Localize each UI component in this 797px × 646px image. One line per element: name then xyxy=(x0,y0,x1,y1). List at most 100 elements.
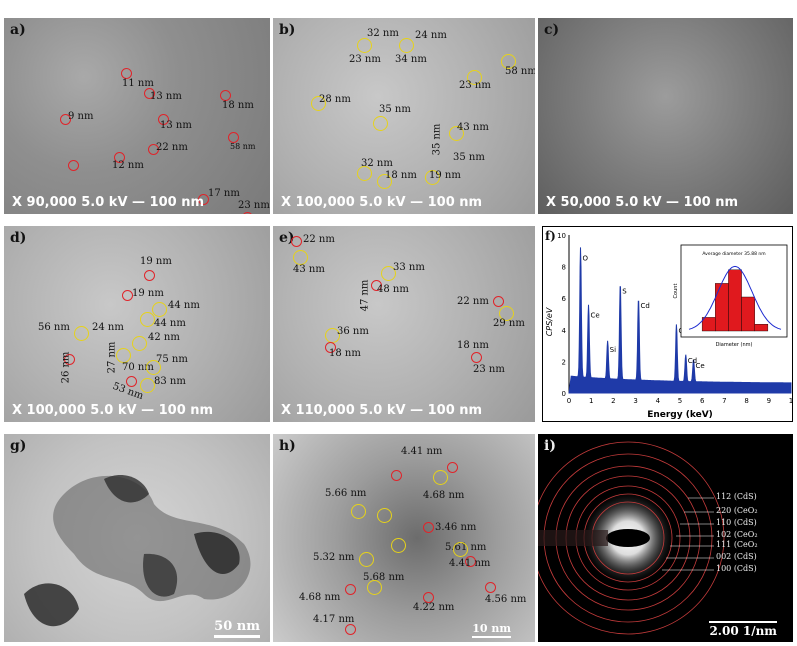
marker xyxy=(423,592,434,603)
panel-label-h: h) xyxy=(279,438,296,454)
panel-a: a) 11 nm 13 nm 18 nm 9 nm 13 nm 22 nm 12… xyxy=(4,18,270,214)
x-tick-label: 8 xyxy=(744,397,748,405)
scale-bar: 2.00 1/nm xyxy=(709,621,777,638)
x-tick-label: 3 xyxy=(633,397,637,405)
diffraction-rings xyxy=(538,441,725,635)
marker xyxy=(399,38,414,53)
panel-b: b) 32 nm 24 nm 23 nm 34 nm 58 nm 28 nm 2… xyxy=(273,18,535,214)
marker xyxy=(148,144,159,155)
size-annotation: 4.22 nm xyxy=(413,602,455,613)
panel-label-f: f) xyxy=(545,229,556,243)
size-annotation: 13 nm xyxy=(160,120,192,131)
size-annotation: 11 nm xyxy=(122,78,154,89)
peak-label: Cd xyxy=(640,302,649,310)
x-tick-label: 2 xyxy=(611,397,615,405)
peak-label: Cd xyxy=(688,357,697,365)
marker xyxy=(132,336,147,351)
marker xyxy=(345,584,356,595)
size-annotation: 19 nm xyxy=(429,170,461,181)
marker xyxy=(158,114,169,125)
marker xyxy=(377,174,392,189)
marker xyxy=(64,354,75,365)
marker xyxy=(311,96,326,111)
marker xyxy=(453,542,468,557)
size-annotation: 58 nm xyxy=(230,142,256,151)
size-annotation: 4.17 nm xyxy=(313,614,355,625)
marker xyxy=(371,280,382,291)
peak-label: Si xyxy=(610,346,616,354)
marker xyxy=(465,556,476,567)
x-tick-label: 7 xyxy=(722,397,726,405)
size-annotation: 19 nm xyxy=(140,256,172,267)
size-annotation: 5.32 nm xyxy=(313,552,355,563)
size-annotation: 34 nm xyxy=(395,54,427,65)
size-annotation: 48 nm xyxy=(377,284,409,295)
peak-label: S xyxy=(622,288,627,296)
size-annotation: 35 nm xyxy=(379,104,411,115)
scale-bar: 10 nm xyxy=(472,622,511,638)
size-annotation: 9 nm xyxy=(68,111,94,122)
size-annotation: 35 nm xyxy=(431,123,443,156)
size-annotation: 75 nm xyxy=(156,354,188,365)
size-annotation: 23 nm xyxy=(238,200,270,211)
marker xyxy=(447,462,458,473)
marker xyxy=(60,114,71,125)
size-annotation: 23 nm xyxy=(473,364,505,375)
panel-g: g) 50 nm xyxy=(4,434,270,642)
size-annotation: 4.41 nm xyxy=(401,446,443,457)
ring-label: 002 (CdS) xyxy=(716,552,757,561)
marker xyxy=(140,312,155,327)
inset-x-label: Diameter (nm) xyxy=(716,342,753,348)
scale-bar: X 100,000 5.0 kV — 100 nm xyxy=(281,195,483,210)
size-annotation: 17 nm xyxy=(208,188,240,199)
size-annotation: 28 nm xyxy=(319,94,351,105)
scale-bar: X 100,000 5.0 kV — 100 nm xyxy=(12,403,214,418)
size-annotation: 35 nm xyxy=(453,152,485,163)
ring-label: 111 (CeO₂ xyxy=(716,540,758,549)
size-annotation: 47 nm xyxy=(359,279,371,312)
size-annotation: 5.68 nm xyxy=(363,572,405,583)
marker xyxy=(391,538,406,553)
size-annotation: 3.46 nm xyxy=(435,522,477,533)
inset-y-label: Count xyxy=(673,284,679,299)
size-annotation: 56 nm xyxy=(38,322,70,333)
size-annotation: 18 nm xyxy=(222,100,254,111)
marker xyxy=(116,348,131,363)
y-tick-label: 6 xyxy=(562,295,567,303)
marker xyxy=(373,116,388,131)
marker xyxy=(493,296,504,307)
marker xyxy=(121,68,132,79)
size-annotation: 4.56 nm xyxy=(485,594,527,605)
size-annotation: 44 nm xyxy=(154,318,186,329)
marker xyxy=(140,378,155,393)
peak-label: Ce xyxy=(696,362,705,370)
histogram-bar xyxy=(715,283,729,332)
marker xyxy=(449,126,464,141)
scale-bar: 50 nm xyxy=(214,619,260,638)
size-annotation: 12 nm xyxy=(112,160,144,171)
marker xyxy=(501,54,516,69)
size-annotation: 26 nm xyxy=(60,351,72,384)
size-annotation: 19 nm xyxy=(132,288,164,299)
histogram-bar xyxy=(754,323,769,332)
ring-label: 100 (CdS) xyxy=(716,564,757,573)
size-annotation: 22 nm xyxy=(303,234,335,245)
x-tick-label: 0 xyxy=(567,397,571,405)
size-annotation: 70 nm xyxy=(122,362,154,373)
size-annotation: 22 nm xyxy=(156,142,188,153)
marker xyxy=(242,212,253,214)
size-annotation: 23 nm xyxy=(459,80,491,91)
marker xyxy=(74,326,89,341)
marker xyxy=(68,160,79,171)
marker xyxy=(381,266,396,281)
size-annotation: 4.68 nm xyxy=(299,592,341,603)
ring-label: 102 (CeO₂ xyxy=(716,530,758,539)
histogram-inset: Average diameter 35.88 nm Diameter (nm) … xyxy=(673,244,788,348)
marker xyxy=(220,90,231,101)
panel-c: c) X 50,000 5.0 kV — 100 nm xyxy=(538,18,793,214)
ring-label: 220 (CeO₂ xyxy=(716,506,758,515)
x-tick-label: 1 xyxy=(789,397,793,405)
size-annotation: 18 nm xyxy=(457,340,489,351)
x-tick-label: 4 xyxy=(656,397,661,405)
